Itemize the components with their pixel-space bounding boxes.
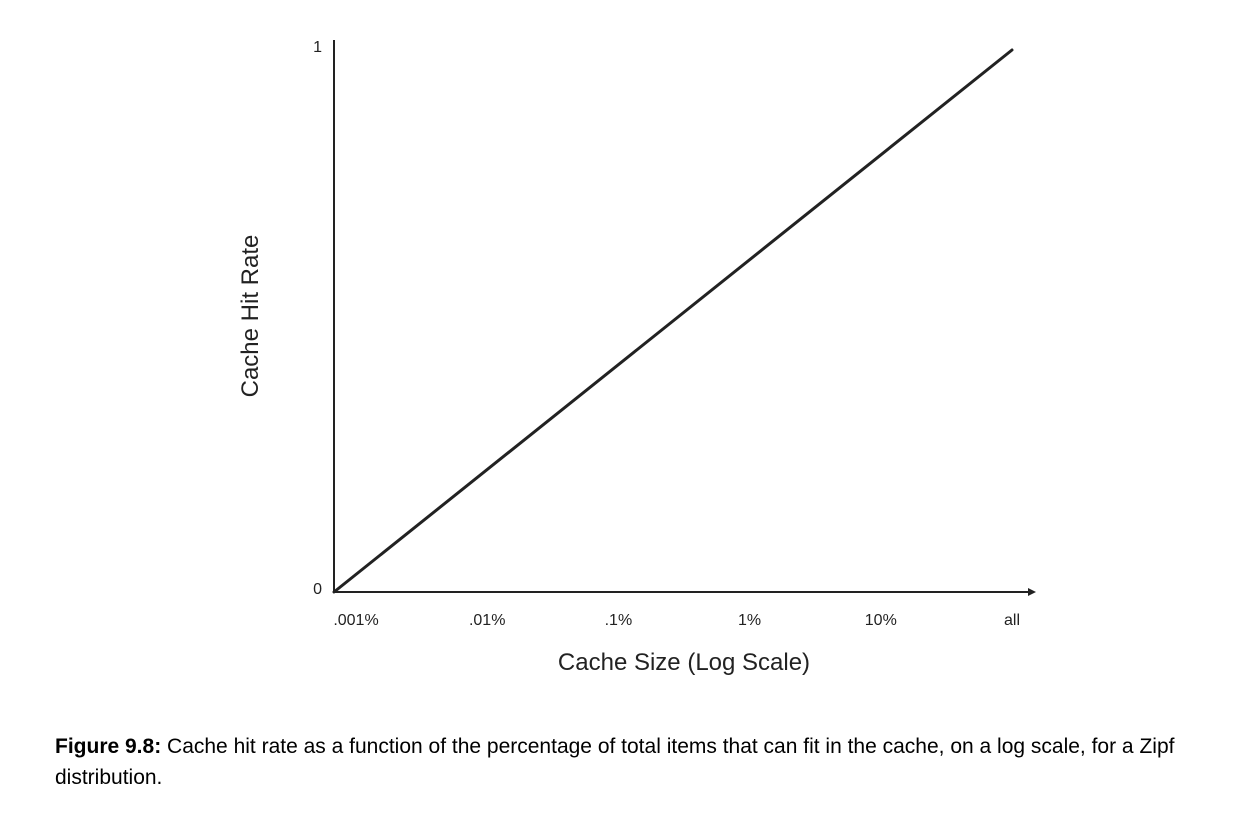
- y-tick-label: 0: [313, 581, 322, 598]
- y-axis-title: Cache Hit Rate: [237, 235, 264, 398]
- plot-area: [332, 48, 1014, 594]
- series-line: [332, 48, 1014, 594]
- cache-hit-rate-chart: .001% .01% .1% 1% 10% all 0 1 Cache Size (Log S…: [237, 39, 1036, 676]
- x-axis-arrowhead: [1028, 588, 1036, 596]
- figure-caption: Figure 9.8: Cache hit rate as a function…: [55, 731, 1235, 793]
- x-tick-label: .1%: [605, 612, 633, 629]
- y-tick-label: 1: [313, 39, 322, 56]
- axes: .001% .01% .1% 1% 10% all 0 1: [313, 39, 1036, 629]
- x-tick-label: 1%: [738, 612, 761, 629]
- caption-text: Cache hit rate as a function of the perc…: [55, 735, 1175, 789]
- x-tick-label: .001%: [333, 612, 378, 629]
- x-axis-title: Cache Size (Log Scale): [558, 649, 810, 676]
- figure-label: Figure 9.8:: [55, 735, 162, 758]
- x-tick-label: 10%: [865, 612, 897, 629]
- x-tick-label: all: [1004, 612, 1020, 629]
- x-tick-label: .01%: [469, 612, 505, 629]
